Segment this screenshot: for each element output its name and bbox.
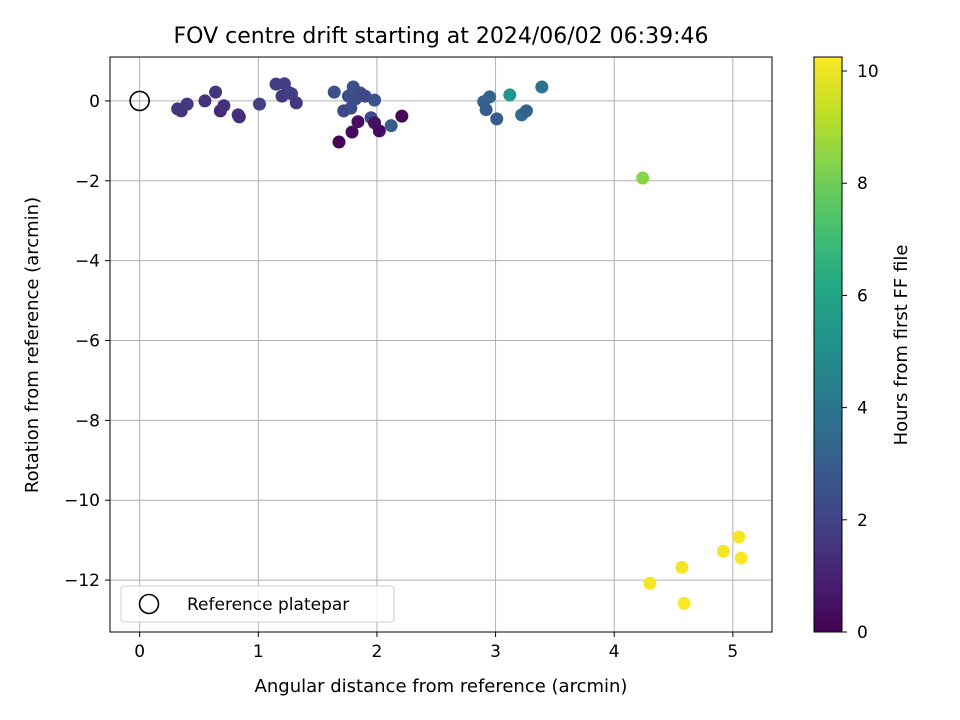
colorbar-gradient xyxy=(813,56,843,633)
x-axis-ticks: 0 1 2 3 4 5 xyxy=(134,632,738,662)
data-point xyxy=(535,80,549,94)
x-tick-label: 1 xyxy=(253,642,264,662)
y-axis-ticks: 0 −2 −4 −6 −8 −10 −12 xyxy=(64,92,110,591)
colorbar-tick-label: 8 xyxy=(857,174,868,194)
data-point xyxy=(395,109,409,123)
grid xyxy=(110,57,772,632)
y-tick-label: −2 xyxy=(75,172,100,192)
x-tick-label: 2 xyxy=(372,642,383,662)
chart-title: FOV centre drift starting at 2024/06/02 … xyxy=(174,24,709,49)
data-point xyxy=(643,576,657,590)
data-point xyxy=(209,85,223,99)
data-point xyxy=(677,596,691,610)
data-points xyxy=(171,77,748,610)
data-point xyxy=(734,551,748,565)
y-tick-label: −6 xyxy=(75,332,100,352)
plot-frame xyxy=(109,56,773,633)
data-point xyxy=(217,99,231,113)
colorbar-tick-label: 0 xyxy=(857,623,868,643)
colorbar-tick-label: 2 xyxy=(857,511,868,531)
data-point xyxy=(716,544,730,558)
data-point xyxy=(198,94,212,108)
data-point xyxy=(180,97,194,111)
data-point xyxy=(332,135,346,149)
legend-box xyxy=(120,585,395,623)
data-point xyxy=(384,119,398,133)
y-tick-label: −10 xyxy=(64,491,100,511)
reference-marker xyxy=(129,90,150,112)
x-tick-label: 3 xyxy=(490,642,501,662)
legend: Reference platepar xyxy=(120,585,395,623)
data-point xyxy=(368,93,382,107)
y-tick-label: −4 xyxy=(75,252,100,272)
colorbar-label: Hours from first FF file xyxy=(891,245,912,446)
data-point xyxy=(636,171,650,185)
data-point xyxy=(732,530,746,544)
legend-marker xyxy=(138,593,160,615)
data-point xyxy=(503,88,517,102)
colorbar-tick-label: 4 xyxy=(857,399,868,419)
y-tick-label: −12 xyxy=(64,571,100,591)
colorbar: 0 2 4 6 8 10 Hours from first FF file xyxy=(813,56,912,643)
y-axis-label: Rotation from reference (arcmin) xyxy=(22,197,43,493)
colorbar-tick-label: 6 xyxy=(857,286,868,306)
x-tick-label: 5 xyxy=(727,642,738,662)
data-point xyxy=(483,90,497,104)
data-point xyxy=(351,115,365,129)
colorbar-tick-label: 10 xyxy=(857,62,879,82)
x-tick-label: 4 xyxy=(609,642,620,662)
data-point xyxy=(490,112,504,126)
data-point xyxy=(345,125,359,139)
colorbar-ticks: 0 2 4 6 8 10 xyxy=(842,62,879,643)
data-point xyxy=(327,85,341,99)
data-point xyxy=(479,103,493,117)
data-point xyxy=(675,560,689,574)
data-point xyxy=(519,104,533,118)
x-axis-label: Angular distance from reference (arcmin) xyxy=(255,676,628,697)
data-point xyxy=(372,124,386,138)
data-point xyxy=(289,96,303,110)
y-tick-label: 0 xyxy=(89,92,100,112)
y-tick-label: −8 xyxy=(75,411,100,431)
legend-label: Reference platepar xyxy=(187,595,349,615)
x-tick-label: 0 xyxy=(134,642,145,662)
data-point xyxy=(252,97,266,111)
data-point xyxy=(232,110,246,124)
